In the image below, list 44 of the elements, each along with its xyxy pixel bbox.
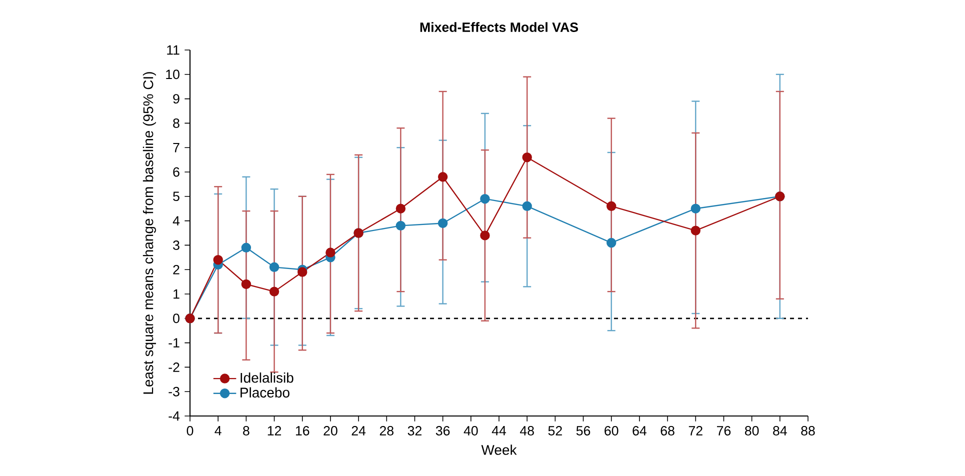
x-tick-label: 84 bbox=[773, 426, 787, 436]
x-tick-label: 72 bbox=[688, 426, 702, 436]
y-tick-label: 8 bbox=[173, 118, 180, 128]
y-tick-label: 5 bbox=[173, 192, 180, 202]
x-axis-title: Week bbox=[481, 444, 517, 455]
x-tick-label: 36 bbox=[436, 426, 450, 436]
y-tick-label: 7 bbox=[173, 143, 180, 152]
x-tick-label: 60 bbox=[604, 426, 618, 436]
x-tick-label: 48 bbox=[520, 426, 534, 436]
x-tick-label: 0 bbox=[186, 426, 194, 436]
legend-label: Idelalisib bbox=[240, 372, 294, 383]
legend-label: Placebo bbox=[240, 387, 290, 398]
y-tick-label: 3 bbox=[173, 240, 180, 250]
x-tick-label: 40 bbox=[464, 426, 478, 436]
x-tick-label: 44 bbox=[492, 426, 506, 436]
x-tick-label: 4 bbox=[214, 426, 222, 436]
x-tick-label: 28 bbox=[380, 426, 394, 436]
x-tick-label: 88 bbox=[801, 426, 815, 436]
y-axis-title: Least square means change from baseline (95% CI) bbox=[142, 72, 156, 394]
y-tick-label: -3 bbox=[168, 386, 180, 396]
y-tick-label: 6 bbox=[173, 167, 180, 177]
y-tick-label: 9 bbox=[173, 94, 180, 104]
y-tick-label: 11 bbox=[167, 45, 180, 55]
y-tick-label: 2 bbox=[173, 264, 180, 274]
x-tick-label: 76 bbox=[717, 426, 731, 436]
y-tick-label: -1 bbox=[168, 338, 180, 348]
x-tick-label: 68 bbox=[660, 426, 674, 436]
y-tick-label: 10 bbox=[166, 70, 180, 80]
y-tick-label: 0 bbox=[173, 314, 180, 324]
x-tick-label: 16 bbox=[296, 426, 310, 436]
x-tick-label: 24 bbox=[352, 426, 366, 436]
x-tick-label: 8 bbox=[243, 426, 250, 436]
y-tick-label: 1 bbox=[174, 289, 180, 299]
chart-title: Mixed-Effects Model VAS bbox=[420, 22, 578, 32]
y-tick-label: -4 bbox=[168, 411, 180, 421]
x-tick-label: 12 bbox=[268, 426, 282, 436]
x-tick-label: 80 bbox=[744, 426, 759, 436]
x-tick-label: 32 bbox=[408, 426, 422, 436]
x-tick-label: 52 bbox=[548, 426, 562, 436]
x-tick-label: 64 bbox=[632, 426, 646, 436]
x-tick-label: 20 bbox=[324, 426, 338, 436]
x-tick-label: 56 bbox=[576, 426, 590, 436]
y-tick-label: -2 bbox=[168, 362, 180, 372]
y-tick-label: 4 bbox=[172, 216, 180, 226]
